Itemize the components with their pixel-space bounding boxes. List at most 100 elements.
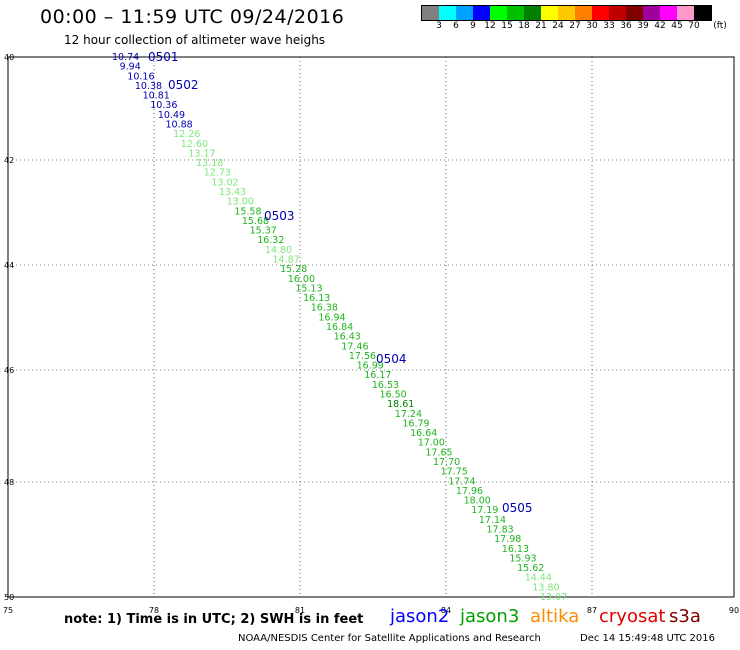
swh-observation: 16.32 <box>257 235 284 246</box>
legend-swatch <box>507 6 524 20</box>
swh-observation: 17.65 <box>425 447 452 458</box>
swh-observation: 16.13 <box>502 544 529 555</box>
swh-observation: 18.00 <box>464 496 491 507</box>
swh-observation: 16.64 <box>410 428 437 439</box>
swh-observation: 17.98 <box>494 534 521 545</box>
time-label: 0502 <box>168 78 199 92</box>
swh-observation: 17.83 <box>487 525 514 536</box>
legend-swatch <box>592 6 609 20</box>
legend-label: 18 <box>518 21 530 31</box>
swh-observation: 17.14 <box>479 515 506 526</box>
legend-label: 39 <box>637 21 649 31</box>
legend-swatch <box>541 6 558 20</box>
swh-observation: 13.18 <box>196 158 223 169</box>
legend-swatch <box>524 6 541 20</box>
legend-swatch <box>456 6 473 20</box>
lon-tick-label: 78 <box>149 606 159 615</box>
swh-observation: 15.93 <box>509 553 536 564</box>
mission-altika: altika <box>530 606 580 627</box>
swh-observation: 12.60 <box>181 139 208 150</box>
swh-observation: 10.38 <box>135 81 162 92</box>
lat-tick-label: 46 <box>4 366 14 375</box>
swh-observation: 15.28 <box>280 264 307 275</box>
legend-label: 3 <box>436 21 442 31</box>
swh-observation: 13.43 <box>219 187 246 198</box>
swh-observation: 14.44 <box>525 573 552 584</box>
swh-observation: 16.17 <box>364 370 391 381</box>
swh-observation: 13.17 <box>188 148 215 159</box>
legend-swatch <box>660 6 677 20</box>
legend-label: 45 <box>671 21 683 31</box>
swh-observation: 16.79 <box>402 418 429 429</box>
lon-tick-label: 90 <box>729 606 739 615</box>
mission-s3a: s3a <box>669 606 701 627</box>
page-title: 00:00 – 11:59 UTC 09/24/2016 <box>40 6 345 28</box>
page-subtitle: 12 hour collection of altimeter wave hei… <box>64 33 326 47</box>
time-label: 0501 <box>148 50 179 64</box>
swh-observation: 10.49 <box>158 110 185 121</box>
legend-swatch <box>609 6 626 20</box>
swh-observation: 15.37 <box>250 226 277 237</box>
lon-tick-label: 84 <box>441 606 451 615</box>
lon-tick-label: 81 <box>295 606 305 615</box>
swh-observation: 15.13 <box>295 283 322 294</box>
swh-observation: 16.43 <box>334 332 361 343</box>
legend-swatch <box>439 6 456 20</box>
color-legend <box>421 5 712 21</box>
swh-observation: 18.61 <box>387 399 414 410</box>
note-text: note: 1) Time is in UTC; 2) SWH is in fe… <box>64 612 364 627</box>
swh-observation: 16.84 <box>326 322 353 333</box>
mission-jason2: jason2 <box>390 606 450 627</box>
legend-swatch <box>643 6 660 20</box>
legend-swatch <box>473 6 490 20</box>
swh-observation: 14.87 <box>273 255 300 266</box>
swh-observation: 13.02 <box>211 177 238 188</box>
legend-label: 6 <box>453 21 459 31</box>
swh-observation: 17.70 <box>433 457 460 468</box>
legend-label: 24 <box>552 21 564 31</box>
swh-observation: 13.00 <box>227 197 254 208</box>
time-label: 0504 <box>376 352 407 366</box>
legend-label: 33 <box>603 21 615 31</box>
footer-credit: NOAA/NESDIS Center for Satellite Applica… <box>238 633 541 644</box>
lat-tick-label: 42 <box>4 156 14 165</box>
swh-observation: 16.94 <box>318 312 345 323</box>
legend-unit: (ft) <box>713 21 727 31</box>
swh-observation: 12.26 <box>173 129 200 140</box>
swh-observation: 13.80 <box>532 582 559 593</box>
legend-label: 9 <box>470 21 476 31</box>
legend-label: 30 <box>586 21 598 31</box>
swh-observation: 10.36 <box>150 100 177 111</box>
swh-observation: 10.81 <box>143 91 170 102</box>
legend-swatch <box>422 6 439 20</box>
legend-label: 27 <box>569 21 581 31</box>
legend-label: 70 <box>688 21 700 31</box>
legend-swatch <box>490 6 507 20</box>
swh-observation: 16.38 <box>311 303 338 314</box>
swh-observation: 16.53 <box>372 380 399 391</box>
swh-observation: 15.58 <box>234 206 261 217</box>
legend-label: 36 <box>620 21 632 31</box>
swh-observation: 17.96 <box>456 486 483 497</box>
lat-tick-label: 44 <box>4 261 14 270</box>
legend-swatch <box>677 6 694 20</box>
lat-tick-label: 50 <box>4 593 14 602</box>
time-label: 0505 <box>502 501 533 515</box>
swh-observation: 16.00 <box>288 274 315 285</box>
lat-tick-label: 48 <box>4 478 14 487</box>
footer-timestamp: Dec 14 15:49:48 UTC 2016 <box>580 633 715 644</box>
swh-observation: 15.68 <box>242 216 269 227</box>
legend-swatch <box>575 6 592 20</box>
legend-label: 12 <box>484 21 496 31</box>
swh-observation: 17.74 <box>448 476 475 487</box>
swh-observation: 10.88 <box>166 120 193 131</box>
legend-swatch <box>694 6 711 20</box>
swh-observation: 10.74 <box>112 52 139 63</box>
lon-tick-label: 75 <box>3 606 13 615</box>
swh-observation: 16.50 <box>380 390 407 401</box>
swh-observation: 15.62 <box>517 563 544 574</box>
map-frame <box>7 56 735 598</box>
swh-observation: 12.73 <box>204 168 231 179</box>
mission-cryosat: cryosat <box>599 606 666 627</box>
